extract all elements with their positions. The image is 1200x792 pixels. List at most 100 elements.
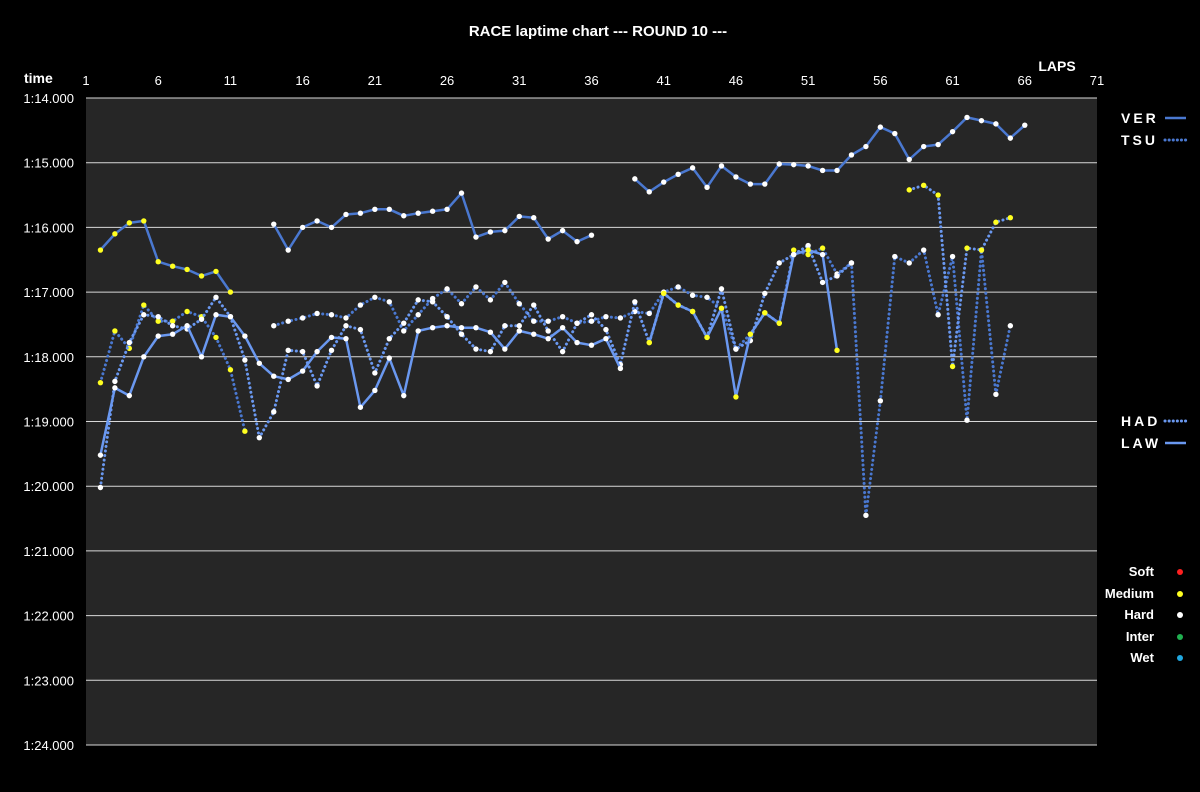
- lap-point: [863, 143, 869, 150]
- lap-point: [299, 348, 306, 355]
- series-ver: [97, 114, 1028, 295]
- lap-point: [386, 335, 392, 342]
- x-tick-label: 61: [945, 73, 959, 88]
- lap-point: [502, 346, 508, 352]
- lap-point: [920, 143, 927, 150]
- lap-point: [675, 171, 681, 178]
- lap-point: [386, 355, 392, 361]
- x-tick-label: 16: [295, 73, 309, 88]
- lap-point: [401, 320, 407, 326]
- x-tick-label: 31: [512, 73, 526, 88]
- lap-point: [906, 260, 912, 266]
- lap-point: [906, 156, 912, 163]
- x-tick-label: 66: [1018, 73, 1032, 88]
- lap-point: [285, 347, 291, 354]
- lap-point: [545, 335, 551, 342]
- lap-point: [935, 141, 941, 148]
- x-tick-label: 41: [656, 73, 670, 88]
- lap-point: [141, 354, 147, 360]
- lap-point: [949, 128, 956, 135]
- lap-point: [213, 334, 219, 341]
- lap-point: [198, 273, 205, 279]
- lap-point: [502, 323, 508, 329]
- lap-point: [141, 218, 147, 224]
- lap-point: [531, 331, 537, 337]
- lap-point: [141, 302, 147, 308]
- lap-point: [978, 117, 985, 124]
- tyre-dot-medium: [1177, 591, 1183, 597]
- lap-point: [343, 315, 349, 321]
- tyre-label-wet: Wet: [1130, 650, 1154, 665]
- lap-point: [97, 247, 104, 253]
- x-tick-label: 21: [368, 73, 382, 88]
- lap-point: [531, 214, 537, 221]
- lap-point: [444, 206, 450, 212]
- lap-point: [661, 179, 667, 185]
- lap-point: [1007, 214, 1014, 221]
- lap-point: [444, 286, 450, 292]
- lap-point: [169, 263, 176, 269]
- lap-point: [791, 247, 797, 253]
- lap-point: [502, 227, 508, 234]
- x-tick-label: 26: [440, 73, 454, 88]
- lap-point: [97, 452, 104, 458]
- lap-point: [271, 409, 277, 415]
- lap-point: [964, 417, 970, 423]
- lap-point: [1007, 323, 1014, 329]
- lap-point: [834, 273, 840, 279]
- lap-point: [271, 323, 277, 329]
- lap-point: [588, 312, 595, 318]
- tyre-label-soft: Soft: [1129, 564, 1155, 579]
- lap-point: [877, 124, 884, 130]
- lap-point: [401, 392, 407, 399]
- lap-point: [328, 334, 335, 341]
- lap-point: [97, 484, 104, 491]
- y-tick-label: 1:15.000: [23, 156, 74, 171]
- lap-point: [949, 253, 956, 260]
- lap-point: [632, 299, 638, 305]
- lap-point: [834, 167, 840, 174]
- lap-point: [646, 339, 652, 346]
- lap-point: [429, 299, 436, 305]
- lap-point: [704, 334, 710, 341]
- x-tick-label: 46: [729, 73, 743, 88]
- lap-point: [588, 232, 595, 238]
- series-tsu: [97, 245, 1014, 519]
- lap-point: [762, 181, 768, 187]
- lap-point: [357, 210, 364, 216]
- lap-point: [632, 176, 638, 182]
- lap-point: [733, 394, 739, 400]
- tyre-legend: Soft Medium Hard Inter Wet: [1105, 564, 1183, 665]
- lap-point: [415, 210, 421, 216]
- lap-point: [559, 324, 566, 331]
- lap-point: [213, 312, 219, 318]
- lap-point: [155, 333, 161, 339]
- lap-point: [675, 302, 681, 308]
- lap-point: [473, 234, 479, 240]
- lap-point: [949, 363, 956, 370]
- lap-point: [935, 312, 941, 318]
- lap-point: [198, 354, 205, 360]
- lap-point: [805, 247, 811, 253]
- lap-point: [242, 428, 248, 434]
- lap-point: [689, 292, 696, 299]
- lap-point: [169, 318, 176, 324]
- lap-point: [343, 211, 349, 218]
- lap-point: [776, 161, 782, 167]
- lap-point: [271, 373, 277, 379]
- legend-label-tsu: TSU: [1121, 132, 1158, 148]
- y-tick-label: 1:23.000: [23, 673, 74, 688]
- lap-point: [733, 174, 739, 180]
- y-tick-label: 1:21.000: [23, 544, 74, 559]
- series-law: [97, 247, 840, 458]
- lap-point: [285, 376, 291, 383]
- lap-point: [415, 297, 421, 303]
- lap-point: [964, 245, 970, 251]
- lap-point: [993, 219, 999, 225]
- lap-point: [762, 290, 768, 297]
- tyre-label-medium: Medium: [1105, 586, 1154, 601]
- lap-point: [863, 512, 869, 519]
- lap-point: [545, 236, 551, 242]
- lap-point: [487, 329, 494, 335]
- x-tick-label: 51: [801, 73, 815, 88]
